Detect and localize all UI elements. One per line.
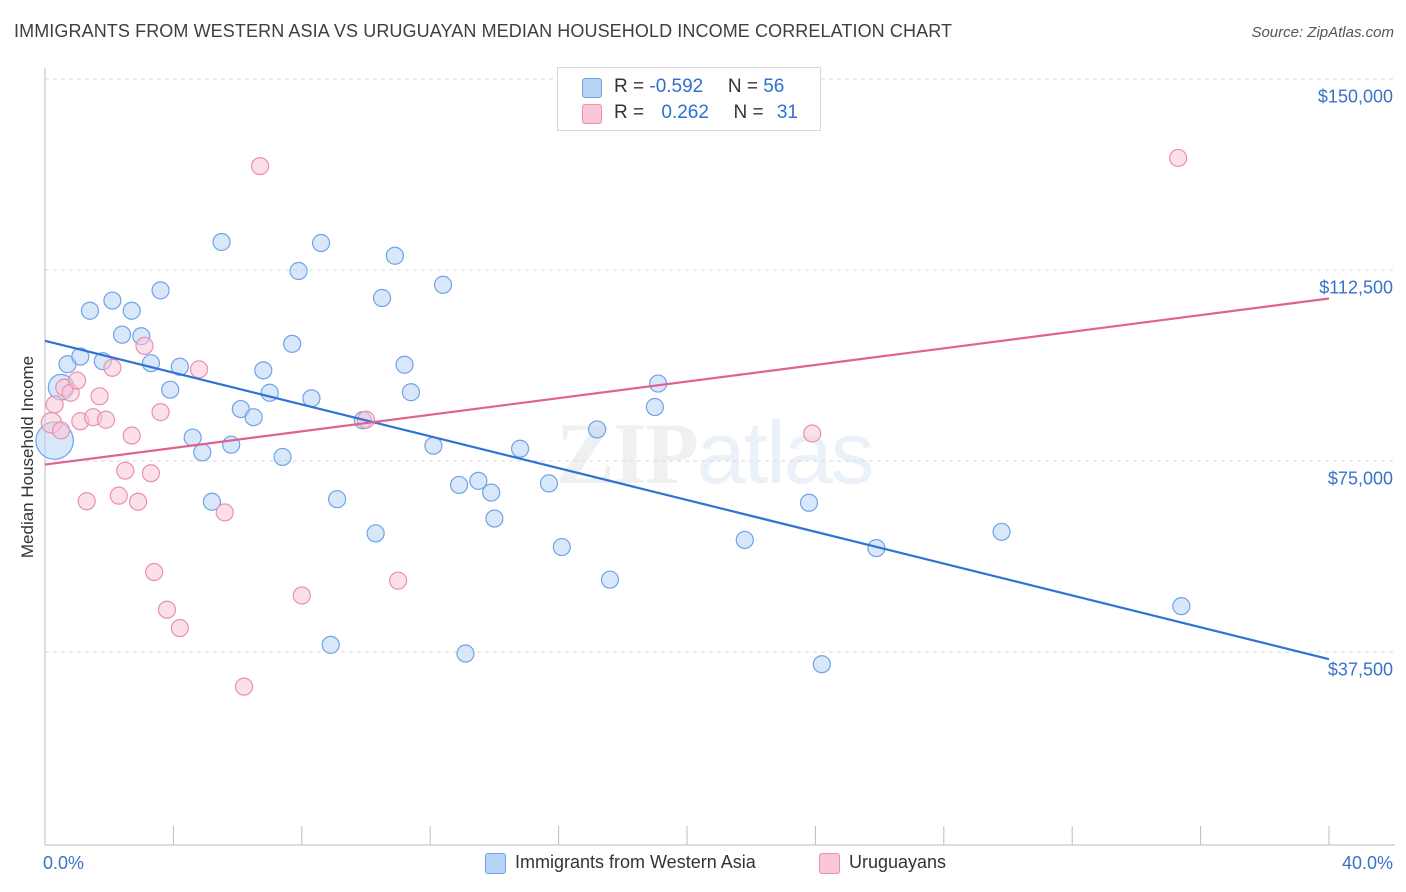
uruguayans-point-13 bbox=[116, 461, 135, 480]
source-label: Source: ZipAtlas.com bbox=[1251, 24, 1394, 41]
western-asia-point-8 bbox=[122, 301, 141, 320]
western-asia-swatch bbox=[582, 78, 602, 98]
western-asia-point-33 bbox=[385, 246, 404, 265]
uruguayans-legend-swatch bbox=[819, 853, 840, 874]
western-asia-point-12 bbox=[161, 380, 180, 399]
western-asia-point-34 bbox=[395, 355, 414, 374]
uruguayans-trend-line bbox=[44, 297, 1330, 466]
stats-legend: R = -0.592 N = 56 R = 0.262 N = 31 bbox=[557, 67, 821, 131]
uruguayans-point-23 bbox=[215, 503, 234, 522]
uruguayans-point-12 bbox=[109, 486, 128, 505]
uruguayans-point-7 bbox=[77, 492, 96, 511]
western-asia-point-32 bbox=[372, 288, 392, 308]
western-asia-point-6 bbox=[103, 291, 122, 310]
western-asia-point-48 bbox=[645, 397, 665, 417]
western-asia-point-3 bbox=[71, 347, 90, 366]
western-asia-point-51 bbox=[799, 493, 819, 512]
western-asia-point-31 bbox=[366, 524, 385, 543]
uruguayans-point-17 bbox=[141, 464, 161, 483]
western-asia-point-38 bbox=[449, 475, 469, 495]
legend-label: Uruguayans bbox=[849, 852, 947, 872]
western-asia-point-29 bbox=[328, 490, 347, 509]
uruguayans-point-28 bbox=[389, 571, 408, 590]
uruguayans-point-18 bbox=[145, 562, 164, 582]
watermark: ZIPatlas bbox=[556, 402, 875, 505]
uruguayans-point-14 bbox=[122, 426, 141, 445]
western-asia-point-54 bbox=[992, 522, 1011, 541]
western-asia-point-4 bbox=[80, 301, 100, 320]
uruguayans-point-25 bbox=[250, 156, 270, 176]
western-asia-point-20 bbox=[244, 408, 263, 427]
western-asia-point-50 bbox=[735, 530, 754, 550]
uruguayans-point-24 bbox=[234, 677, 254, 696]
uruguayans-point-26 bbox=[292, 586, 311, 605]
western-asia-point-35 bbox=[401, 383, 421, 402]
western-asia-point-21 bbox=[254, 361, 273, 380]
n-label: N = bbox=[733, 102, 769, 123]
western-asia-point-45 bbox=[552, 537, 571, 557]
watermark-zip: ZIP bbox=[556, 406, 699, 503]
n-label: N = bbox=[727, 76, 764, 97]
y-tick-label-150000: $150,000 bbox=[1317, 86, 1393, 107]
y-axis-label: Median Household Income bbox=[18, 355, 37, 559]
western-asia-point-24 bbox=[283, 334, 302, 353]
uruguayans-point-5 bbox=[67, 371, 87, 390]
uruguayans-point-21 bbox=[170, 618, 189, 638]
western-asia-point-40 bbox=[469, 471, 488, 490]
western-asia-point-41 bbox=[482, 483, 501, 502]
western-asia-point-36 bbox=[424, 436, 443, 455]
uruguayans-point-10 bbox=[96, 410, 116, 429]
western-asia-point-19 bbox=[231, 399, 250, 419]
n-value: 56 bbox=[763, 76, 785, 97]
uruguayans-point-1 bbox=[45, 395, 64, 414]
uruguayans-point-29 bbox=[803, 424, 822, 443]
r-label: R = bbox=[614, 76, 650, 97]
r-value: -0.592 bbox=[649, 76, 704, 97]
uruguayans-point-19 bbox=[151, 403, 170, 422]
western-asia-point-37 bbox=[433, 275, 453, 294]
x-tick-label-min: 0.0% bbox=[43, 853, 85, 873]
y-tick-label-37500: $37,500 bbox=[1327, 659, 1393, 680]
uruguayans-point-15 bbox=[128, 492, 148, 511]
western-asia-point-15 bbox=[193, 443, 212, 462]
uruguayans-point-20 bbox=[157, 600, 177, 619]
western-asia-legend-swatch bbox=[485, 853, 506, 874]
western-asia-point-52 bbox=[812, 655, 831, 674]
watermark-atlas: atlas bbox=[696, 403, 875, 502]
western-asia-point-28 bbox=[321, 635, 340, 654]
uruguayans-point-22 bbox=[189, 360, 209, 379]
uruguayans-point-9 bbox=[90, 387, 109, 406]
uruguayans-point-2 bbox=[51, 421, 71, 440]
n-value: 31 bbox=[776, 102, 798, 123]
western-asia-point-14 bbox=[183, 428, 202, 447]
uruguayans-swatch bbox=[582, 104, 602, 124]
r-label: R = bbox=[614, 102, 650, 123]
y-tick-label-75000: $75,000 bbox=[1327, 468, 1393, 489]
western-asia-point-16 bbox=[202, 492, 222, 511]
chart-title: IMMIGRANTS FROM WESTERN ASIA VS URUGUAYA… bbox=[14, 21, 953, 41]
western-asia-point-17 bbox=[212, 232, 231, 252]
western-asia-point-11 bbox=[151, 281, 170, 300]
legend-label: Immigrants from Western Asia bbox=[515, 852, 756, 872]
uruguayans-point-30 bbox=[1169, 148, 1188, 168]
western-asia-point-23 bbox=[273, 447, 292, 467]
y-tick-label-112500: $112,500 bbox=[1319, 277, 1393, 298]
western-asia-point-43 bbox=[510, 439, 530, 458]
uruguayans-point-11 bbox=[103, 358, 122, 377]
western-asia-point-47 bbox=[600, 570, 620, 589]
western-asia-point-42 bbox=[485, 509, 504, 528]
western-asia-point-39 bbox=[456, 644, 475, 663]
uruguayans-point-16 bbox=[135, 336, 154, 355]
western-asia-trend-line bbox=[44, 339, 1330, 661]
x-tick-label-max: 40.0% bbox=[1341, 853, 1393, 873]
r-value: 0.262 bbox=[661, 102, 709, 123]
western-asia-point-44 bbox=[539, 474, 559, 493]
western-asia-point-46 bbox=[588, 420, 607, 439]
western-asia-point-27 bbox=[311, 233, 331, 253]
western-asia-point-25 bbox=[289, 261, 308, 281]
western-asia-point-55 bbox=[1172, 597, 1191, 616]
western-asia-point-7 bbox=[112, 325, 132, 344]
